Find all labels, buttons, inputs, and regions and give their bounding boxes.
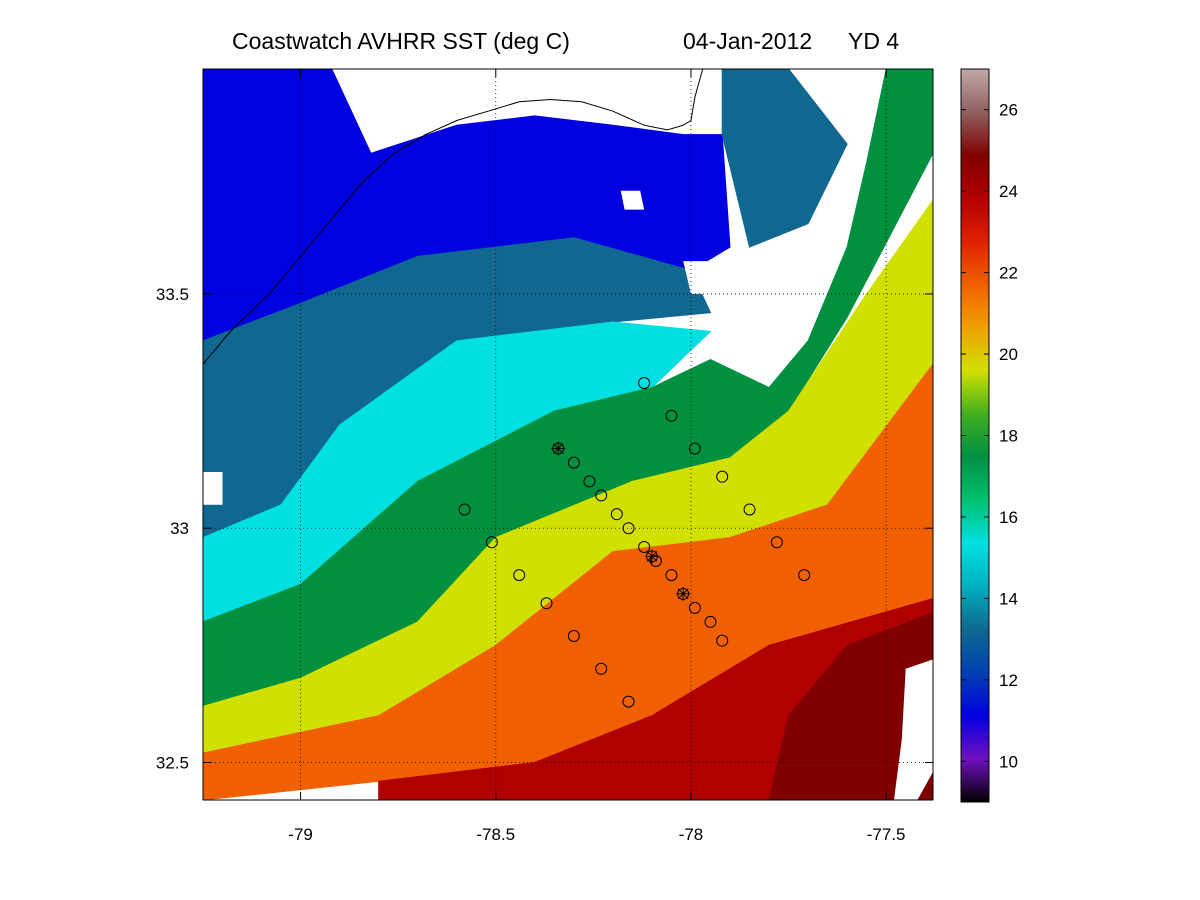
cb-tick-label-1: 12 <box>999 671 1018 690</box>
y-tick-label-0: 32.5 <box>156 754 189 773</box>
cb-tick-label-2: 14 <box>999 589 1018 608</box>
station-circle-12 <box>595 662 608 675</box>
x-tick-label-3: -77.5 <box>867 825 906 844</box>
cb-tick-label-0: 10 <box>999 752 1018 771</box>
station-circle-20 <box>649 555 662 568</box>
cb-tick-label-3: 16 <box>999 508 1018 527</box>
title-product: Coastwatch AVHRR SST (deg C) <box>232 28 570 54</box>
station-circle-18 <box>622 522 635 535</box>
y-tick-label-2: 33.5 <box>156 285 189 304</box>
station-circle-13 <box>622 695 635 708</box>
station-circle-4 <box>743 503 756 516</box>
station-circle-21 <box>665 569 678 582</box>
station-circle-10 <box>540 597 553 610</box>
missing-data-1 <box>683 261 719 294</box>
station-circle-22 <box>688 601 701 614</box>
coastline <box>202 68 704 365</box>
station-circle-5 <box>770 536 783 549</box>
station-circle-8 <box>485 536 498 549</box>
station-circle-9 <box>513 569 526 582</box>
station-circle-17 <box>610 508 623 521</box>
coastline-line <box>202 68 704 365</box>
cb-tick-label-4: 18 <box>999 427 1018 446</box>
station-star-1 <box>644 549 659 564</box>
x-tick-label-0: -79 <box>288 825 313 844</box>
axes: -79 -78.5 -78 -77.5 32.5 33 33.5 <box>156 69 933 844</box>
plot-frame <box>202 68 934 801</box>
sst-map <box>202 68 934 801</box>
cb-tick-label-7: 24 <box>999 182 1018 201</box>
station-circle-11 <box>567 629 580 642</box>
station-circle-7 <box>458 503 471 516</box>
missing-data-3 <box>203 472 223 505</box>
station-circle-14 <box>567 456 580 469</box>
cb-tick-label-6: 22 <box>999 264 1018 283</box>
station-star-2 <box>676 586 691 601</box>
cb-tick-label-5: 20 <box>999 345 1018 364</box>
station-circle-3 <box>716 470 729 483</box>
station-circle-23 <box>704 615 717 628</box>
station-star-0 <box>551 441 566 456</box>
station-circle-24 <box>716 634 729 647</box>
cb-tick-label-8: 26 <box>999 101 1018 120</box>
station-circle-6 <box>798 569 811 582</box>
stations <box>458 376 811 708</box>
missing-data-0 <box>894 659 933 800</box>
missing-data-2 <box>620 190 645 210</box>
station-circle-1 <box>665 409 678 422</box>
station-circle-15 <box>583 475 596 488</box>
colorbar: 10 12 14 16 18 20 22 24 26 <box>960 68 1018 803</box>
chart-title: Coastwatch AVHRR SST (deg C) 04-Jan-2012… <box>0 28 1200 58</box>
x-tick-label-1: -78.5 <box>476 825 515 844</box>
station-circle-0 <box>638 376 651 389</box>
x-tick-label-2: -78 <box>679 825 704 844</box>
y-tick-label-1: 33 <box>170 519 189 538</box>
station-circle-19 <box>638 540 651 553</box>
title-yearday: YD 4 <box>848 28 900 54</box>
grid-lines <box>203 69 933 800</box>
station-circle-2 <box>688 442 701 455</box>
title-date: 04-Jan-2012 <box>683 28 813 54</box>
station-circle-16 <box>595 489 608 502</box>
